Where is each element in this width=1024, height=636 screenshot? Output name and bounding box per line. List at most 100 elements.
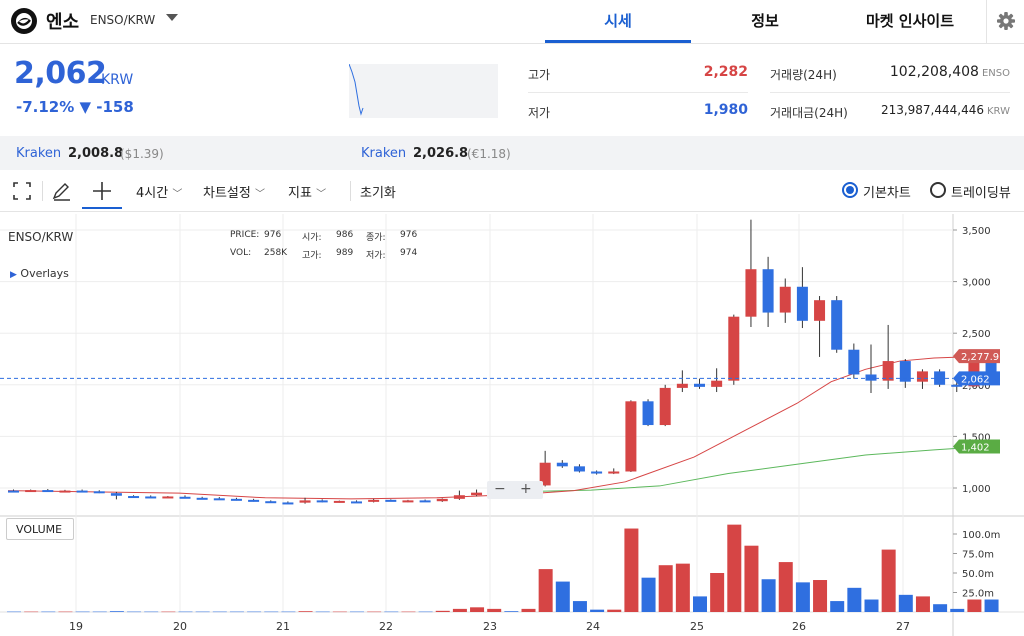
candle-body <box>779 286 791 313</box>
zoom-controls <box>487 481 543 499</box>
fullscreen-icon[interactable] <box>10 180 34 202</box>
candle-body <box>402 500 414 503</box>
volume-bar <box>967 599 982 612</box>
crosshair-icon[interactable] <box>90 180 114 202</box>
volume-tick-label: 25.0m <box>962 589 994 600</box>
candle-body <box>333 500 345 503</box>
volume-bar <box>212 611 227 613</box>
price-chart[interactable]: 1,0001,5002,0002,5003,0003,50025.0m50.0m… <box>0 214 1024 636</box>
settings-button[interactable] <box>986 0 1024 44</box>
candle-body <box>591 471 603 474</box>
ohlc-low-value: 974 <box>400 248 418 258</box>
volume-bar <box>504 611 519 612</box>
volume-bar <box>229 611 244 613</box>
volume-bar <box>624 528 639 612</box>
volume-bar <box>298 611 313 612</box>
candle-body <box>213 498 225 501</box>
ohlc-low-label: 저가: <box>366 251 386 261</box>
ma-short-badge: 2,277.9 <box>961 352 999 363</box>
indicators-select[interactable]: 지표 ﹀ <box>288 186 327 201</box>
x-tick-label: 21 <box>276 620 290 633</box>
volume-bar <box>452 608 467 612</box>
chart-settings-select[interactable]: 차트설정 ﹀ <box>203 186 265 201</box>
candle-body <box>762 269 774 313</box>
candle-body <box>76 490 88 493</box>
volume-tick-label: 50.0m <box>962 569 994 580</box>
tab-info[interactable]: 정보 <box>751 12 779 30</box>
exchange-name-eur[interactable]: Kraken <box>361 146 407 161</box>
tab-market-price[interactable]: 시세 <box>604 12 632 30</box>
coin-name: 엔소 <box>46 12 80 33</box>
tradingview-label[interactable]: 트레이딩뷰 <box>951 186 1011 201</box>
basic-chart-radio[interactable] <box>842 182 858 198</box>
volume-bar <box>830 601 845 612</box>
ma-long-badge: 1,402 <box>961 443 990 454</box>
chart-toolbar <box>0 172 1024 212</box>
current-price-badge-bg <box>953 371 1000 386</box>
low-label: 저가 <box>528 106 551 120</box>
candle-body <box>8 490 19 493</box>
reset-button[interactable]: 초기화 <box>360 186 396 201</box>
volume-bar <box>693 596 707 612</box>
high-value: 2,282 <box>703 64 748 80</box>
y-tick-label: 1,500 <box>962 432 991 443</box>
candle-body <box>299 500 311 503</box>
volume-bar <box>315 611 330 613</box>
volume-bar <box>58 611 73 613</box>
volume-bar <box>607 609 622 612</box>
coin-dropdown-icon[interactable] <box>166 14 178 21</box>
y-tick-label: 1,000 <box>962 484 991 495</box>
ohlc-vol-value: 258K <box>264 248 288 258</box>
volume-bar <box>864 599 879 612</box>
x-tick-label: 27 <box>896 620 910 633</box>
turnover-value: 213,987,444,446 KRW <box>880 103 1010 117</box>
volume-bar <box>521 608 536 612</box>
volume-bar <box>109 611 124 612</box>
exchange-price-eur: 2,026.8 <box>413 146 469 161</box>
candle-body <box>25 490 37 493</box>
tradingview-radio[interactable] <box>930 182 946 198</box>
candle-body <box>951 384 963 387</box>
ohlc-close-value: 976 <box>400 230 418 240</box>
high-label: 고가 <box>528 68 551 82</box>
candle-body <box>711 380 723 387</box>
tab-market-insight[interactable]: 마켓 인사이트 <box>865 12 955 30</box>
candle-body <box>265 501 277 504</box>
ohlc-close-label: 종가: <box>366 233 386 243</box>
divider <box>528 92 748 93</box>
zoom-in-button[interactable]: + <box>520 481 532 497</box>
volume-panel-button[interactable]: VOLUME <box>6 518 74 540</box>
candle-body <box>316 500 328 503</box>
candle-body <box>831 300 843 350</box>
basic-chart-label[interactable]: 기본차트 <box>863 186 911 201</box>
low-value: 1,980 <box>703 102 748 118</box>
volume-bar <box>41 611 56 613</box>
volume-bar <box>847 587 862 612</box>
candle-body <box>573 466 585 472</box>
candle-body <box>248 499 260 502</box>
pencil-icon[interactable] <box>50 180 74 202</box>
volume-bar <box>761 579 776 612</box>
candle-body <box>179 496 191 499</box>
volume-bar <box>418 611 433 613</box>
current-price: 2,062 <box>14 56 107 91</box>
zoom-out-button[interactable]: − <box>494 481 506 497</box>
price-unit: KRW <box>101 72 134 88</box>
volume-bar <box>538 569 553 612</box>
ma-short-badge-bg <box>953 349 1000 364</box>
overlays-toggle[interactable]: ▶ Overlays <box>10 267 69 280</box>
volume-bar <box>795 582 810 612</box>
y-tick-label: 3,000 <box>962 278 991 289</box>
x-tick-label: 22 <box>379 620 393 633</box>
candle-body <box>162 496 174 499</box>
exchange-name-usd[interactable]: Kraken <box>16 146 62 161</box>
candle-body <box>196 497 208 500</box>
chart-symbol: ENSO/KRW <box>8 230 74 244</box>
volume-bar <box>470 607 485 612</box>
ohlc-price-label: PRICE: <box>230 230 260 240</box>
candle-body <box>642 401 654 426</box>
candle-body <box>282 502 294 505</box>
candle-body <box>145 496 157 499</box>
candle-body <box>351 501 362 504</box>
interval-select[interactable]: 4시간 ﹀ <box>136 186 183 201</box>
